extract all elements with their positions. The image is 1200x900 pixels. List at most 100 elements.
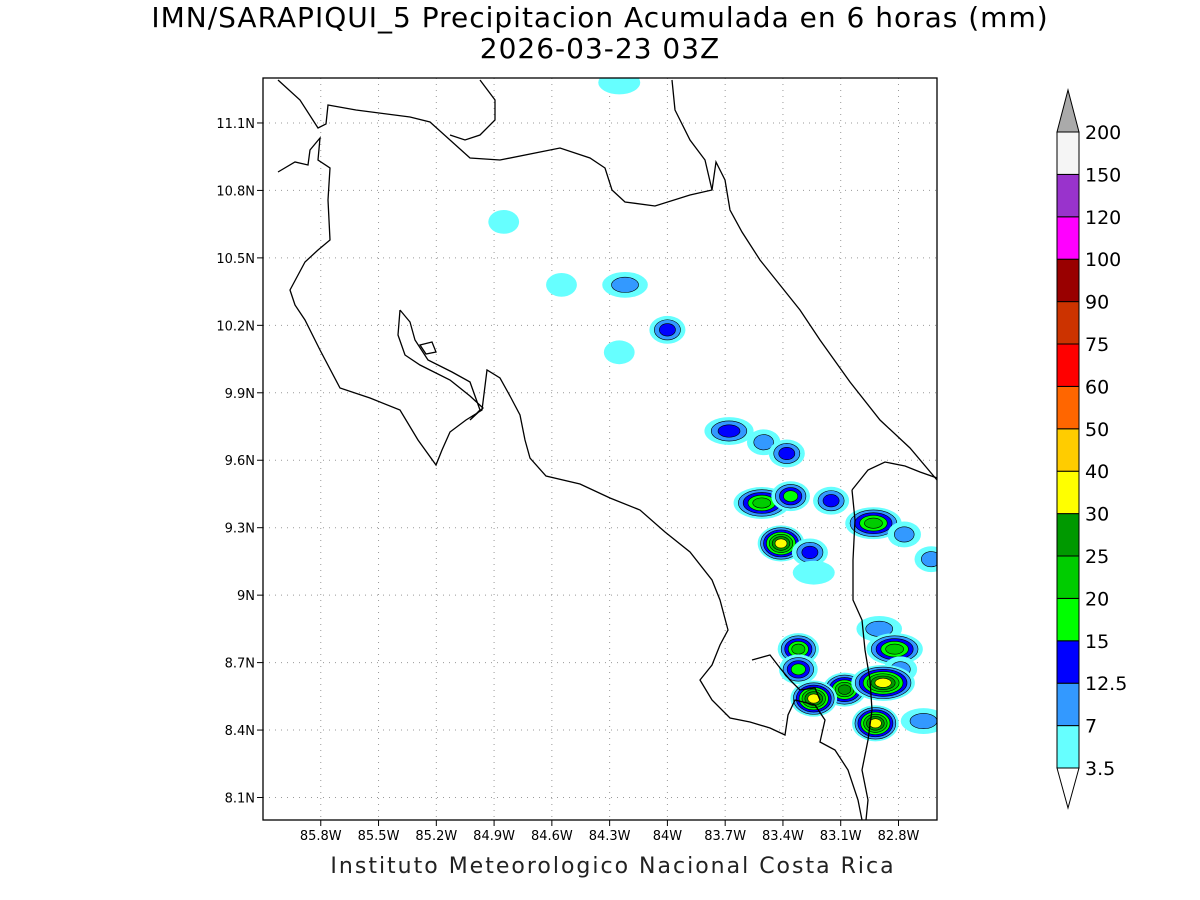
colorbar-label: 15 bbox=[1085, 631, 1109, 653]
lat-tick-label: 8.1N bbox=[225, 792, 255, 807]
precip-cell bbox=[813, 486, 850, 515]
colorbar-label: 40 bbox=[1085, 461, 1109, 483]
colorbar-label: 50 bbox=[1085, 419, 1109, 441]
lat-tick-label: 10.8N bbox=[216, 184, 255, 199]
axis-ticks: 85.8W 85.5W 85.2W 84.9W 84.6W 84.3W 84W 83.7W 83… bbox=[216, 117, 919, 844]
precip-cell bbox=[598, 78, 641, 95]
colorbar-label: 60 bbox=[1085, 376, 1109, 398]
colorbar-swatch bbox=[1056, 173, 1080, 218]
osa-peninsula bbox=[751, 654, 821, 701]
lon-tick-label: 83.7W bbox=[704, 829, 746, 844]
lon-tick-label: 85.8W bbox=[300, 829, 342, 844]
nicaragua-east-coast bbox=[671, 79, 713, 191]
lat-tick-label: 9.6N bbox=[225, 454, 255, 469]
precip-cell bbox=[546, 272, 577, 297]
precip-cell bbox=[792, 560, 835, 585]
footer-credit: Instituto Meteorologico Nacional Costa R… bbox=[330, 854, 896, 879]
colorbar-label: 100 bbox=[1085, 249, 1121, 271]
precip-contour bbox=[488, 210, 520, 234]
precip-cell bbox=[851, 664, 915, 701]
colorbar-swatch bbox=[1056, 216, 1080, 260]
lat-tick-label: 11.1N bbox=[216, 117, 255, 132]
colorbar-swatch bbox=[1056, 428, 1080, 472]
colorbar-label: 7 bbox=[1085, 716, 1097, 738]
colorbar-swatch bbox=[1056, 131, 1080, 175]
precip-contour bbox=[598, 78, 641, 95]
precip-cell bbox=[790, 680, 838, 717]
precip-contour bbox=[869, 718, 882, 729]
precip-contour bbox=[822, 494, 840, 508]
nicaragua-lake-shore bbox=[449, 79, 496, 141]
nicoya-inlet bbox=[418, 341, 437, 355]
colorbar-over-arrow bbox=[1056, 88, 1080, 133]
colorbar-swatch bbox=[1056, 555, 1080, 599]
colorbar-label: 90 bbox=[1085, 292, 1109, 314]
precip-cell bbox=[603, 340, 635, 365]
precip-contour bbox=[791, 643, 806, 655]
map-frame bbox=[262, 77, 938, 821]
precip-cell bbox=[778, 654, 818, 685]
lat-tick-label: 9.3N bbox=[225, 522, 255, 537]
precip-contour bbox=[790, 663, 806, 676]
lon-tick-label: 84W bbox=[653, 829, 683, 844]
panama-border bbox=[851, 489, 873, 820]
colorbar: 3.5 7 12.5 15 20 25 30 40 50 60 75 90 100 120 150 200 bbox=[1056, 88, 1127, 810]
precip-cell bbox=[771, 481, 811, 512]
precip-cell bbox=[746, 429, 781, 456]
precip-cell bbox=[914, 546, 937, 573]
colorbar-swatch bbox=[1056, 513, 1080, 557]
colorbar-label: 12.5 bbox=[1085, 673, 1127, 695]
precip-contour bbox=[778, 446, 796, 461]
colorbar-swatch bbox=[1056, 682, 1080, 727]
precip-contour bbox=[611, 276, 639, 293]
precip-contour bbox=[546, 272, 577, 297]
map-title: IMN/SARAPIQUI_5 Precipitacion Acumulada … bbox=[151, 1, 1049, 34]
precip-cell bbox=[866, 633, 923, 666]
lon-tick-label: 85.5W bbox=[358, 829, 400, 844]
precip-contour bbox=[717, 424, 741, 438]
precip-contour bbox=[753, 434, 774, 451]
lat-tick-label: 10.5N bbox=[216, 252, 255, 267]
lat-tick-label: 10.2N bbox=[216, 319, 255, 334]
lat-tick-label: 9.9N bbox=[225, 387, 255, 402]
lon-tick-label: 85.2W bbox=[415, 829, 457, 844]
colorbar-label: 120 bbox=[1085, 207, 1121, 229]
lat-tick-label: 8.4N bbox=[225, 724, 255, 739]
precip-contour bbox=[659, 323, 676, 337]
caribbean-coast bbox=[277, 79, 937, 481]
colorbar-label: 25 bbox=[1085, 546, 1109, 568]
precip-cell bbox=[900, 708, 937, 734]
precip-cell bbox=[845, 507, 902, 540]
colorbar-label: 30 bbox=[1085, 504, 1109, 526]
lat-tick-label: 9N bbox=[237, 589, 255, 604]
precip-contour bbox=[909, 713, 937, 730]
precip-cell bbox=[768, 439, 805, 468]
lon-tick-label: 83.1W bbox=[820, 829, 862, 844]
precip-cell bbox=[757, 525, 805, 562]
colorbar-under-arrow bbox=[1056, 767, 1080, 810]
precip-cell bbox=[852, 705, 899, 742]
precip-cell bbox=[488, 210, 520, 234]
colorbar-swatch bbox=[1056, 725, 1080, 769]
precip-contour bbox=[752, 497, 772, 509]
precip-cell bbox=[602, 271, 648, 298]
precip-cell bbox=[791, 538, 828, 567]
colorbar-swatch bbox=[1056, 385, 1080, 430]
colorbar-label: 75 bbox=[1085, 334, 1109, 356]
precip-contour bbox=[874, 677, 892, 688]
lon-tick-label: 84.9W bbox=[473, 829, 515, 844]
lon-tick-label: 84.6W bbox=[531, 829, 573, 844]
colorbar-label: 3.5 bbox=[1085, 758, 1115, 780]
precip-contour bbox=[894, 526, 915, 543]
precip-contour bbox=[885, 643, 904, 655]
panama-caribbean bbox=[851, 461, 937, 491]
colorbar-swatch bbox=[1056, 258, 1080, 303]
precip-contour bbox=[783, 490, 799, 503]
precip-contour bbox=[838, 684, 852, 695]
colorbar-label: 200 bbox=[1085, 122, 1121, 144]
precipitation-field bbox=[488, 78, 937, 742]
lon-tick-label: 84.3W bbox=[589, 829, 631, 844]
precip-contour bbox=[921, 551, 937, 568]
precip-cell bbox=[887, 521, 921, 548]
